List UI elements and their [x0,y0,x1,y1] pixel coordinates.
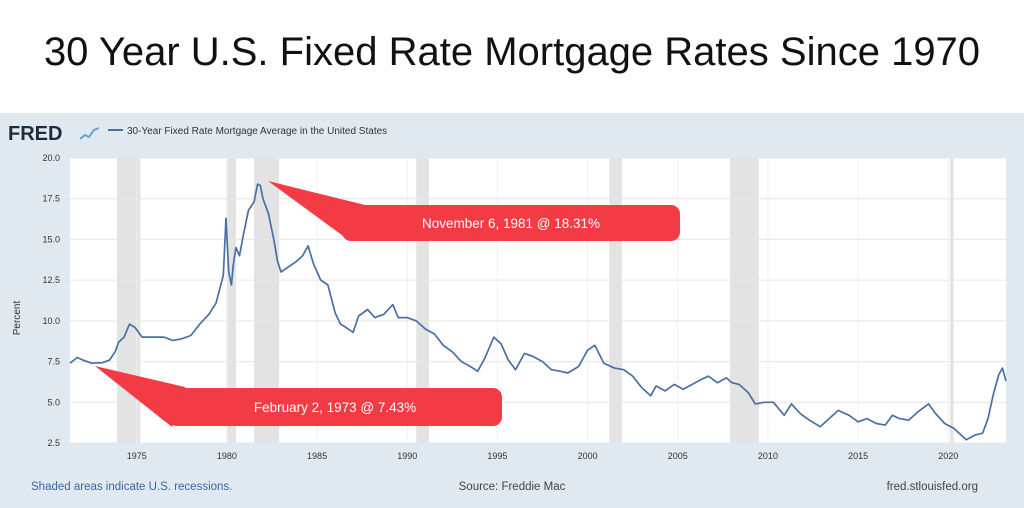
y-tick-label: 15.0 [42,234,60,244]
x-tick-label: 1990 [397,451,417,461]
y-tick-label: 7.5 [47,357,60,367]
x-tick-label: 2020 [938,451,958,461]
callout-peak-box [342,205,680,241]
page-title: 30 Year U.S. Fixed Rate Mortgage Rates S… [43,30,981,74]
legend-label: 30-Year Fixed Rate Mortgage Average in t… [127,126,387,137]
callout-1973-box [168,388,502,426]
x-tick-label: 1980 [217,451,237,461]
recession-band [950,158,954,443]
y-tick-label: 17.5 [42,194,60,204]
x-tick-label: 1975 [127,451,147,461]
recession-band [116,158,141,443]
x-axis-ticks: 1975 1980 1985 1990 1995 2000 2005 2010 2015 2020 [127,451,959,461]
x-tick-label: 1985 [307,451,327,461]
chart-panel: FRED 30-Year Fixed Rate Mortgage Average… [0,113,1024,508]
callout-peak: November 6, 1981 @ 18.31% [268,181,680,241]
fred-logo-chart-icon [79,127,100,140]
recession-band [609,158,622,443]
recession-band [226,158,236,443]
recession-note: Shaded areas indicate U.S. recessions. [31,481,232,493]
fred-logo[interactable]: FRED [8,123,62,145]
y-tick-label: 12.5 [42,275,60,285]
recession-band [730,158,759,443]
y-tick-label: 10.0 [42,316,60,326]
y-axis-ticks: 2.5 5.0 7.5 10.0 12.5 15.0 17.5 20.0 [42,153,60,448]
x-tick-label: 2000 [578,451,598,461]
callout-peak-label: November 6, 1981 @ 18.31% [422,216,600,231]
callout-1973-pointer [95,366,185,427]
x-tick-label: 2010 [758,451,778,461]
callout-1973-label: February 2, 1973 @ 7.43% [254,400,416,415]
x-tick-label: 1995 [487,451,507,461]
x-tick-label: 2005 [668,451,688,461]
y-tick-label: 20.0 [42,153,60,163]
y-tick-label: 2.5 [47,438,60,448]
source-note: Source: Freddie Mac [459,481,566,493]
callout-peak-pointer [268,181,365,241]
y-tick-label: 5.0 [47,397,60,407]
site-link[interactable]: fred.stlouisfed.org [887,481,978,493]
y-axis-label: Percent [12,301,23,336]
series-line [69,183,1007,441]
callout-1973: February 2, 1973 @ 7.43% [95,366,502,427]
fred-chart: FRED 30-Year Fixed Rate Mortgage Average… [8,123,1007,493]
x-tick-label: 2015 [848,451,868,461]
